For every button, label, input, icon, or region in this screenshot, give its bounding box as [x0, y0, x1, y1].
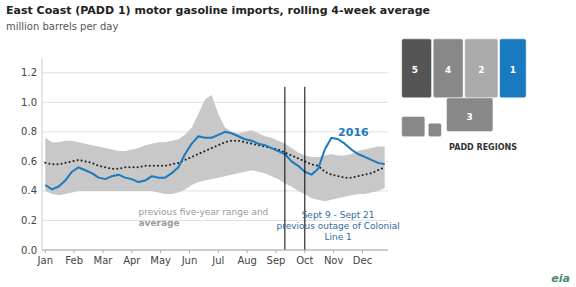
x-tick — [218, 250, 219, 253]
map-region — [446, 98, 492, 132]
average-line — [45, 141, 384, 178]
y-tick-label: 0.2 — [21, 215, 37, 226]
grid-line — [42, 102, 388, 103]
x-tick-label: Sep — [267, 255, 286, 266]
map-region — [402, 116, 425, 136]
map-region-label: 4 — [445, 65, 451, 75]
x-tick-label: Mar — [94, 255, 114, 266]
range-area — [45, 95, 384, 201]
x-tick-label: Jun — [181, 255, 198, 266]
map-title: PADD REGIONS — [449, 143, 517, 152]
y-tick-label: 1.2 — [21, 67, 37, 78]
y-tick-label: 0.0 — [21, 245, 37, 256]
x-tick — [333, 250, 334, 253]
map-region — [433, 39, 463, 98]
x-tick-label: Apr — [123, 255, 141, 266]
map-region — [500, 39, 527, 98]
range-note: average — [138, 218, 179, 228]
x-tick-label: Feb — [65, 255, 83, 266]
x-tick-label: Oct — [296, 255, 313, 266]
title: East Coast (PADD 1) motor gasoline impor… — [6, 4, 430, 17]
outage-note: previous outage of Colonial — [276, 221, 399, 231]
x-tick-label: Nov — [324, 255, 344, 266]
outage-note: Line 1 — [324, 232, 351, 242]
x-tick-label: Aug — [237, 255, 257, 266]
y-axis-line — [42, 58, 43, 250]
map-inset: 5 4 2 1 3 PADD REGIONS — [402, 39, 527, 152]
source-logo: eia — [551, 272, 570, 285]
x-tick — [131, 250, 132, 253]
grid-line — [42, 250, 388, 251]
map-region-label: 1 — [510, 65, 516, 75]
x-tick — [304, 250, 305, 253]
range-note: previous five-year range and — [138, 207, 268, 217]
x-tick — [45, 250, 46, 253]
series-label: 2016 — [338, 126, 369, 139]
map-region-label: 5 — [412, 65, 418, 75]
grid-line — [42, 72, 388, 73]
map-region — [402, 39, 432, 98]
y-axis-label: million barrels per day — [6, 21, 118, 32]
outage-note: Sept 9 - Sept 21 — [302, 210, 375, 220]
map-region-label: 2 — [478, 65, 484, 75]
x-tick-label: May — [150, 255, 171, 266]
y-tick-label: 0.4 — [21, 185, 37, 196]
y-tick-label: 1.0 — [21, 97, 37, 108]
x-tick — [189, 250, 190, 253]
x-tick-label: Jan — [37, 255, 53, 266]
map-region-label: 3 — [467, 112, 473, 122]
y-tick-label: 0.6 — [21, 156, 37, 167]
chart: East Coast (PADD 1) motor gasoline impor… — [0, 0, 576, 287]
x-tick — [362, 250, 363, 253]
x-tick-label: Dec — [353, 255, 372, 266]
y-tick-label: 0.8 — [21, 126, 37, 137]
x-tick — [160, 250, 161, 253]
x-tick-label: Jul — [211, 255, 224, 266]
map-region — [465, 39, 498, 98]
x-tick — [275, 250, 276, 253]
line-2016 — [45, 132, 384, 190]
map-region — [428, 123, 441, 136]
x-tick — [247, 250, 248, 253]
x-axis-line — [42, 250, 388, 251]
x-tick — [102, 250, 103, 253]
x-tick — [74, 250, 75, 253]
